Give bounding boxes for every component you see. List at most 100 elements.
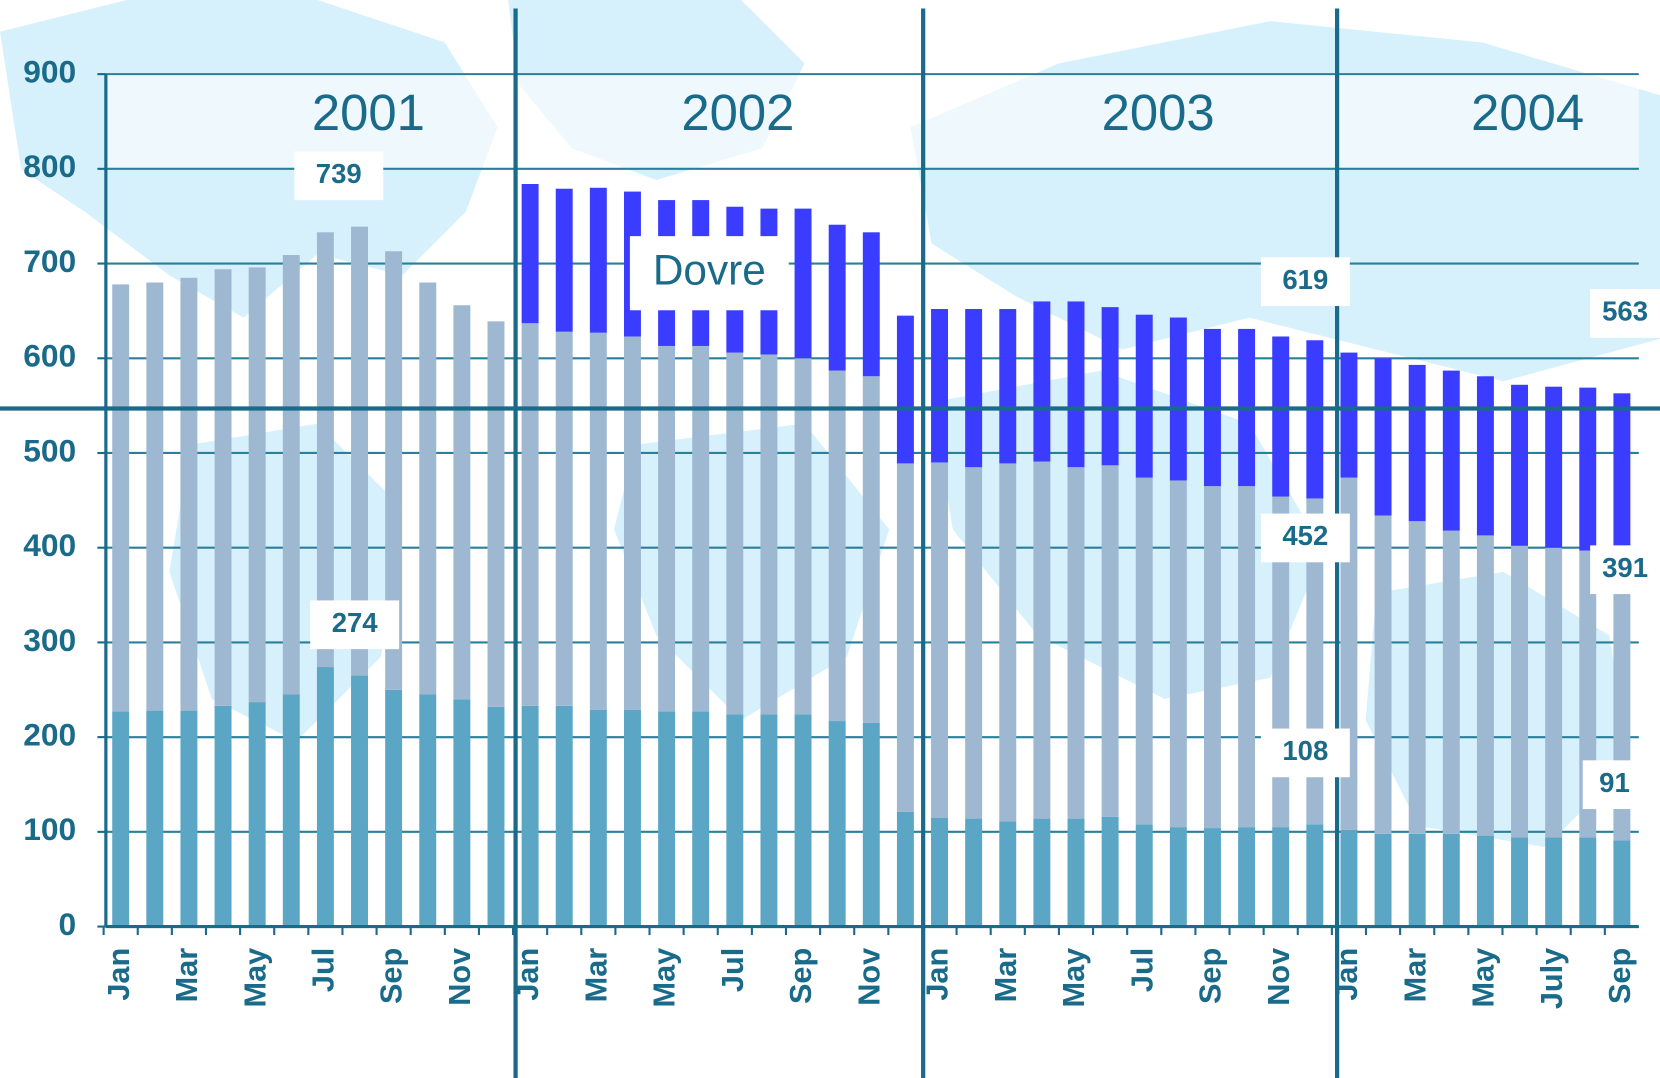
x-tick-label: May <box>237 948 272 1008</box>
y-tick-label: 400 <box>23 527 76 563</box>
year-label: 2001 <box>312 84 425 141</box>
bar-segment <box>623 336 641 710</box>
annotation: 619 <box>1282 264 1328 295</box>
x-tick-label: Mar <box>169 948 204 1003</box>
bar-segment <box>1101 465 1119 817</box>
y-tick-label: 800 <box>23 148 76 184</box>
bar-segment <box>214 269 232 706</box>
bar-segment <box>1579 837 1597 927</box>
bar-segment <box>351 226 368 676</box>
bar-segment <box>248 702 266 927</box>
bar-segment <box>1101 307 1119 466</box>
bar-segment <box>1272 336 1290 497</box>
bar-segment <box>248 267 266 703</box>
bar-segment <box>351 675 368 927</box>
bar-segment <box>658 345 676 712</box>
bar-segment <box>146 710 164 927</box>
bar-segment <box>1545 837 1563 927</box>
bar-segment <box>1476 535 1494 836</box>
bar-segment <box>1476 835 1494 927</box>
bar-segment <box>760 714 778 927</box>
bar-segment <box>1613 393 1631 557</box>
bar-segment <box>1272 827 1290 927</box>
x-tick-label: Jul <box>306 948 341 992</box>
bar-segment <box>794 358 812 715</box>
bar-segment <box>521 705 539 927</box>
bar-segment <box>555 705 573 927</box>
bar-segment <box>1511 384 1529 546</box>
bar-segment <box>385 689 403 927</box>
bar-segment <box>862 722 880 927</box>
bar-segment <box>1067 818 1085 927</box>
annotation-box <box>1260 257 1350 307</box>
bar-segment <box>1442 833 1460 927</box>
bar-segment <box>555 331 573 706</box>
bar-segment <box>487 706 505 927</box>
bar-segment <box>1306 824 1324 927</box>
x-tick-label: May <box>1056 948 1091 1008</box>
bar-segment <box>726 352 744 715</box>
bar-segment <box>623 709 641 927</box>
bar-segment <box>1408 521 1426 834</box>
bar-segment <box>316 667 334 927</box>
bar-segment <box>385 251 403 690</box>
x-tick-label: Jan <box>1329 948 1364 1001</box>
bar-segment <box>1579 387 1597 551</box>
bar-segment <box>931 462 948 818</box>
bar-segment <box>1306 340 1324 499</box>
annotation-box <box>1590 545 1660 595</box>
bar-segment <box>1374 833 1392 927</box>
bar-segment <box>1238 486 1256 828</box>
bar-segment <box>1442 370 1460 531</box>
bar-segment <box>1340 829 1358 927</box>
x-tick-label: Jan <box>920 948 955 1001</box>
bar-segment <box>1511 545 1529 838</box>
annotation-box <box>1590 289 1660 338</box>
bar-segment <box>1169 827 1187 927</box>
x-tick-label: Jul <box>715 948 750 992</box>
bar-segment <box>419 282 437 695</box>
bar-segment <box>1238 827 1256 927</box>
y-tick-label: 600 <box>23 338 76 374</box>
bar-segment <box>1067 467 1085 819</box>
y-tick-label: 200 <box>23 717 76 753</box>
bar-segment <box>1033 818 1051 927</box>
bar-segment <box>453 305 471 700</box>
bar-segment <box>1408 364 1426 522</box>
bar-segment <box>1067 301 1085 468</box>
bar-segment <box>999 463 1017 822</box>
annotation-box <box>310 600 400 650</box>
y-tick-label: 700 <box>23 243 76 279</box>
bar-segment <box>896 811 914 927</box>
bar-segment <box>1101 816 1119 927</box>
annotation: 91 <box>1599 767 1630 798</box>
x-tick-label: Sep <box>374 948 409 1004</box>
bar-segment <box>999 821 1017 927</box>
bar-segment <box>1135 477 1153 825</box>
annotation-box <box>629 236 789 311</box>
bar-segment <box>180 710 198 927</box>
bar-segment <box>862 232 880 377</box>
bar-segment <box>692 345 710 712</box>
bar-segment <box>1340 352 1358 478</box>
bar-segment <box>589 332 607 710</box>
bar-segment <box>760 354 778 715</box>
x-tick-label: Nov <box>1261 948 1296 1006</box>
bar-segment <box>282 255 300 695</box>
bar-segment <box>828 721 846 927</box>
annotation-box <box>294 151 384 201</box>
bar-segment <box>1033 301 1051 462</box>
bar-segment <box>112 284 130 712</box>
bar-segment <box>999 309 1017 464</box>
x-tick-label: Sep <box>1602 948 1637 1004</box>
x-tick-label: Nov <box>442 948 477 1006</box>
annotation: 391 <box>1602 552 1648 583</box>
bar-segment <box>1169 317 1187 481</box>
bar-segment <box>896 463 914 812</box>
bar-segment <box>453 699 471 927</box>
y-tick-label: 0 <box>59 906 77 942</box>
y-tick-label: 900 <box>23 54 76 90</box>
bar-segment <box>794 714 812 927</box>
bar-segment <box>726 714 744 927</box>
